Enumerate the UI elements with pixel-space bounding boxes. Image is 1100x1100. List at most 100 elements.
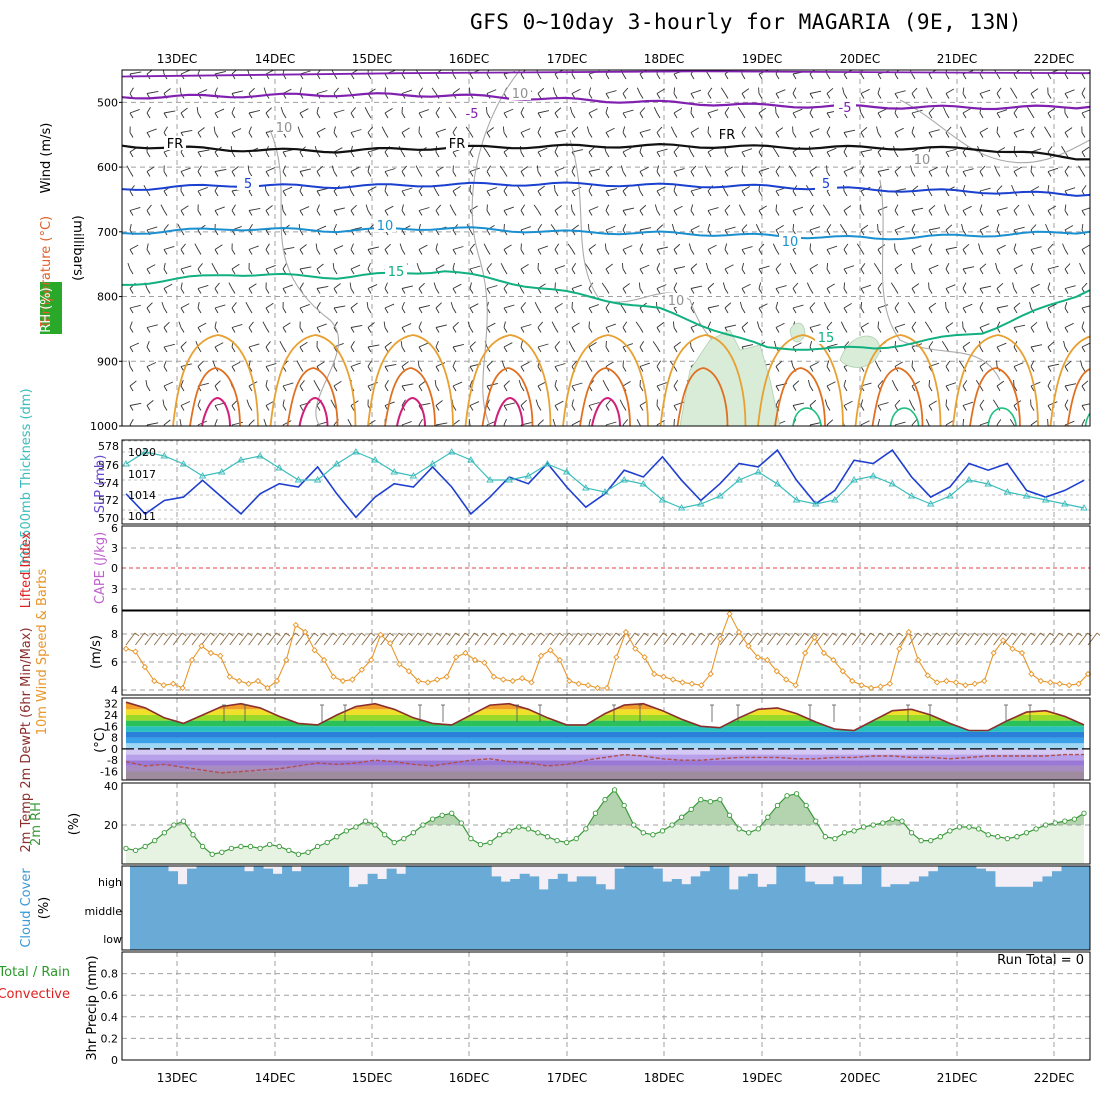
wind-barb-feather bbox=[894, 288, 899, 294]
wind-barb bbox=[962, 321, 967, 333]
wind-barb-shaft bbox=[469, 243, 476, 250]
wind-barb bbox=[809, 204, 815, 216]
wind-barb-feather bbox=[1064, 210, 1069, 216]
temp-contour-30 bbox=[201, 396, 231, 426]
wind-barb-feather bbox=[724, 288, 729, 294]
wind-barb bbox=[894, 127, 904, 138]
wind-barb-shaft bbox=[248, 245, 259, 250]
wind-barb-feather bbox=[520, 249, 525, 255]
wind-barb-shaft bbox=[299, 380, 305, 387]
wind-barb-feather bbox=[775, 366, 780, 372]
wind10m-barb bbox=[568, 632, 583, 646]
wind-barb-shaft bbox=[313, 379, 318, 387]
wind-barb-feather bbox=[894, 385, 899, 392]
wind-barb-shaft bbox=[214, 206, 225, 211]
wind-barb-feather bbox=[605, 249, 610, 255]
wind-barb-shaft bbox=[163, 224, 169, 231]
wind-barb-feather bbox=[367, 190, 372, 197]
wind-barb-feather bbox=[401, 307, 406, 314]
wind10m-barb bbox=[1049, 632, 1064, 646]
wind10m-point bbox=[971, 680, 978, 687]
contour-label-bg bbox=[237, 176, 259, 190]
cloud-ylabel: Cloud Cover bbox=[19, 868, 34, 948]
wind-barb-shaft bbox=[690, 127, 699, 133]
wind-barb bbox=[622, 126, 627, 138]
wind-barb-shaft bbox=[146, 243, 149, 250]
wind-barb bbox=[826, 381, 836, 392]
wind10m-barb-shaft bbox=[502, 632, 513, 646]
wind-barb-feather bbox=[537, 307, 542, 314]
wind-barb bbox=[214, 418, 218, 426]
wind10m-barb bbox=[748, 632, 762, 646]
wind-barb bbox=[231, 361, 241, 372]
wind-barb bbox=[333, 305, 346, 314]
wind-barb bbox=[656, 322, 664, 333]
wind-barb-shaft bbox=[673, 282, 678, 289]
rh2m-point bbox=[247, 843, 254, 850]
wind-barb bbox=[1012, 282, 1018, 294]
pressure-tick: 500 bbox=[97, 96, 118, 109]
wind-barb-feather bbox=[384, 249, 389, 255]
wind-barb-shaft bbox=[435, 400, 443, 406]
temp-contour-20 bbox=[464, 334, 552, 426]
wind-barb bbox=[996, 207, 1008, 216]
wind-barb-shaft bbox=[129, 109, 140, 114]
wind-barb-shaft bbox=[520, 128, 531, 133]
wind10m-barb-shaft bbox=[267, 632, 277, 646]
wind-barb-shaft bbox=[724, 226, 736, 231]
wind10m-point bbox=[1065, 682, 1073, 689]
wind-barb-feather bbox=[826, 307, 831, 314]
wind-barb-feather bbox=[265, 210, 270, 216]
wind10m-point bbox=[867, 684, 875, 692]
wind10m-tick: 4 bbox=[111, 684, 118, 697]
li-ylabel: Lifted Index bbox=[19, 531, 34, 608]
wind-barb-feather bbox=[180, 151, 185, 158]
wind-barb-shaft bbox=[758, 303, 768, 309]
wind-barb-feather bbox=[129, 288, 134, 294]
wind-barb-shaft bbox=[673, 266, 686, 270]
wind-barb-shaft bbox=[1013, 264, 1023, 270]
wind-barb-feather bbox=[214, 288, 219, 294]
wind-barb-feather bbox=[894, 210, 899, 216]
wind-barb bbox=[1064, 383, 1077, 392]
wind-barb bbox=[452, 224, 459, 236]
wind-barb-shaft bbox=[758, 167, 770, 172]
wind-barb-shaft bbox=[826, 147, 837, 153]
wind10m-point bbox=[396, 661, 403, 668]
wind-barb bbox=[401, 301, 406, 314]
wind-barb bbox=[775, 263, 782, 275]
wind-barb-feather bbox=[962, 112, 967, 119]
wind10m-point bbox=[999, 637, 1007, 644]
wind-barb-feather bbox=[554, 171, 559, 177]
wind-barb bbox=[452, 321, 459, 333]
temp-contour-30 bbox=[298, 396, 329, 426]
wind-barb-feather bbox=[571, 73, 576, 80]
wind-barb bbox=[333, 109, 345, 119]
rh2m-point bbox=[573, 836, 579, 842]
wind-barb-feather bbox=[690, 288, 695, 294]
wind-barb-shaft bbox=[299, 304, 310, 309]
wind-barb-feather bbox=[877, 73, 882, 80]
wind-barb-feather bbox=[622, 249, 627, 255]
wind-barb bbox=[741, 126, 747, 138]
wind-barb bbox=[231, 243, 236, 255]
wind-barb-shaft bbox=[469, 146, 475, 153]
wind-barb bbox=[554, 265, 565, 275]
wind10m-point bbox=[622, 628, 630, 636]
wind-barb bbox=[146, 324, 158, 333]
wind-barb-feather bbox=[605, 112, 610, 119]
wind-barb-shaft bbox=[554, 243, 560, 250]
cloud-yunit: (%) bbox=[37, 897, 52, 920]
contour-label: FR bbox=[167, 137, 184, 152]
rh2m-point bbox=[171, 822, 177, 828]
wind-barb-feather bbox=[605, 405, 610, 411]
wind-barb-shaft bbox=[571, 70, 574, 75]
wind-barb-feather bbox=[911, 268, 916, 275]
cloud-high-bar bbox=[424, 866, 435, 892]
wind-barb-shaft bbox=[571, 322, 580, 328]
wind-barb bbox=[621, 262, 627, 275]
wind-barb-shaft bbox=[214, 321, 217, 328]
wind-barb-feather bbox=[673, 171, 678, 177]
wind10m-barb-shaft bbox=[474, 632, 485, 646]
wind-barb-feather bbox=[588, 190, 593, 197]
